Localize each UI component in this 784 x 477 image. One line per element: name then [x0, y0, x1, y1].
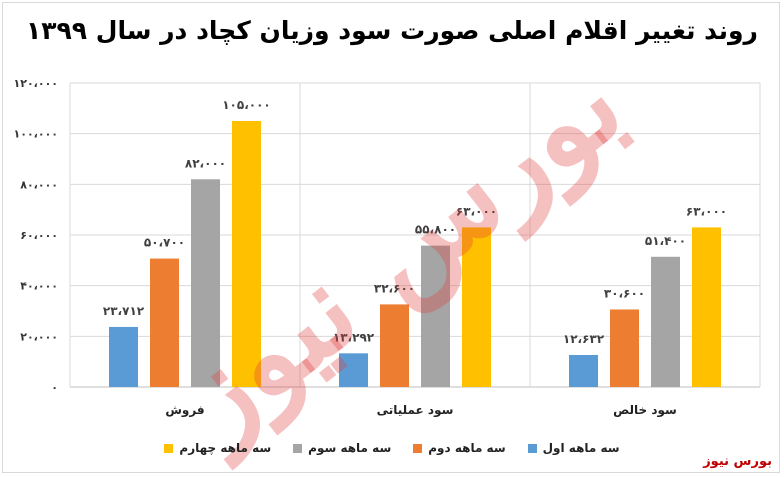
bar — [232, 121, 261, 387]
legend-label: سه ماهه سوم — [308, 441, 392, 455]
data-label: ۶۳،۰۰۰ — [686, 204, 727, 218]
bar — [692, 227, 721, 387]
data-label: ۳۲،۶۰۰ — [374, 281, 415, 295]
chart-frame — [2, 2, 780, 473]
category-label: فروش — [165, 403, 204, 418]
legend-item: سه ماهه چهارم — [164, 441, 271, 455]
bar — [380, 304, 409, 387]
data-label: ۵۰،۷۰۰ — [144, 236, 185, 250]
bar — [191, 179, 220, 387]
data-label: ۱۲،۶۳۲ — [563, 332, 605, 346]
legend-label: سه ماهه اول — [542, 441, 620, 455]
bar — [109, 326, 138, 387]
bar — [569, 354, 598, 387]
y-tick-label: ۴۰،۰۰۰ — [20, 280, 58, 293]
bar — [651, 256, 680, 387]
bar — [462, 227, 491, 387]
bar — [421, 245, 450, 387]
y-tick-label: ۲۰،۰۰۰ — [20, 330, 58, 343]
chart-title: روند تغییر اقلام اصلی صورت سود وزیان کچا… — [26, 16, 758, 45]
legend-label: سه ماهه چهارم — [179, 441, 272, 455]
y-tick-label: ۱۰۰،۰۰۰ — [14, 128, 58, 141]
category-label: سود عملیاتی — [377, 403, 454, 418]
data-label: ۱۳،۲۹۲ — [333, 330, 375, 344]
bar — [610, 309, 639, 387]
legend-item: سه ماهه سوم — [293, 441, 391, 455]
y-tick-label: ۸۰،۰۰۰ — [20, 178, 58, 191]
chart-legend: سه ماهه اول سه ماهه دوم سه ماهه سوم سه ماهه… — [0, 441, 784, 455]
bar — [150, 258, 179, 387]
legend-swatch — [293, 443, 303, 453]
legend-label: سه ماهه دوم — [428, 441, 506, 455]
data-label: ۵۵،۸۰۰ — [415, 223, 456, 237]
data-label: ۸۲،۰۰۰ — [185, 156, 226, 170]
data-label: ۱۰۵،۰۰۰ — [222, 98, 271, 112]
category-label: سود خالص — [613, 403, 677, 418]
y-tick-label: ۱۲۰،۰۰۰ — [14, 77, 58, 90]
legend-swatch — [164, 443, 174, 453]
legend-swatch — [413, 443, 423, 453]
legend-item: سه ماهه دوم — [413, 441, 506, 455]
y-tick-label: ۰ — [51, 381, 58, 394]
source-label: بورس نیوز — [703, 454, 772, 469]
y-tick-label: ۶۰،۰۰۰ — [20, 229, 58, 242]
bar — [339, 353, 368, 387]
data-label: ۳۰،۶۰۰ — [604, 286, 645, 300]
data-label: ۲۳،۷۱۲ — [103, 304, 145, 318]
data-label: ۶۳،۰۰۰ — [456, 204, 497, 218]
legend-swatch — [527, 443, 537, 453]
data-label: ۵۱،۴۰۰ — [645, 234, 686, 248]
legend-item: سه ماهه اول — [527, 441, 620, 455]
